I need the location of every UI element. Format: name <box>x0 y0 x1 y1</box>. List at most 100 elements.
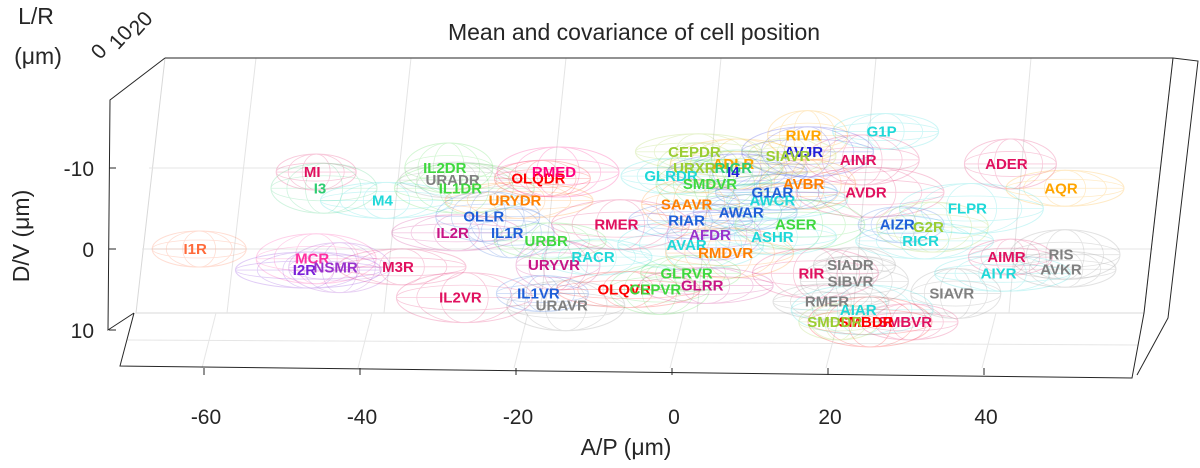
ellipsoid-olqdr <box>493 160 591 198</box>
ellipsoid-smddr <box>798 303 880 341</box>
ellipsoid-i1r <box>151 230 247 268</box>
ellipsoid-siadr <box>812 246 896 284</box>
ellipsoid-aizr <box>857 206 945 244</box>
cell-label-g1p: G1P <box>867 124 897 141</box>
cell-label-avkr: AVKR <box>1040 261 1082 278</box>
cell-label-cepdr: CEPDR <box>668 144 721 161</box>
ellipsoid-glrvr <box>640 254 742 292</box>
ellipsoid-il2vr <box>395 272 533 324</box>
x-tick-label: -20 <box>503 406 533 429</box>
y-axis-ticks: -10 0 10 <box>64 158 116 343</box>
cell-label-urydr: URYDR <box>489 192 542 209</box>
ellipsoid-il2r <box>391 214 523 252</box>
ellipsoid-ader <box>963 138 1057 190</box>
cell-label-glrdr: GLRDR <box>644 168 697 185</box>
cell-label-sibvr: SIBVR <box>827 273 873 290</box>
cell-label-il1vr: IL1VR <box>517 286 560 303</box>
cell-label-smbdr: SMBDR <box>839 314 894 331</box>
y-axis-label: D/V (μm) <box>8 190 34 282</box>
ellipsoid-il2dr <box>404 142 494 194</box>
cell-label-awcr: AWCR <box>749 192 795 209</box>
y-tick-label: 10 <box>71 320 94 343</box>
cell-label-m3r: M3R <box>382 259 414 276</box>
cell-label-uradr: URADR <box>426 172 480 189</box>
ellipsoid-glrdr <box>620 157 730 195</box>
ellipsoid-afdr <box>666 209 762 261</box>
ellipsoid-rmer <box>772 283 890 321</box>
cell-label-urxr: URXR <box>673 160 716 177</box>
ellipsoid-g2r <box>875 201 989 253</box>
ellipsoid-urbr <box>493 222 607 260</box>
ellipsoid-glrr <box>638 266 774 304</box>
x-tick-label: 40 <box>974 406 997 429</box>
ellipsoid-racr <box>541 238 653 276</box>
ellipsoid-sibvr <box>799 255 909 307</box>
cell-label-avbr: AVBR <box>783 176 825 193</box>
cell-label-flpr: FLPR <box>948 201 987 218</box>
ellipsoid-uryvr <box>515 239 601 291</box>
ellipsoid-ashr <box>715 218 837 256</box>
cell-label-avar: AVAR <box>666 237 706 254</box>
ellipsoid-avar <box>617 219 765 271</box>
ellipsoid-cepdr <box>634 133 762 171</box>
cell-label-avdr: AVDR <box>845 184 887 201</box>
cell-label-il1r: IL1R <box>491 225 524 242</box>
x-tick-label: 20 <box>818 406 841 429</box>
cell-label-rmer: RMER <box>805 294 849 311</box>
z-axis-label-line1: L/R <box>18 3 54 29</box>
ellipsoid-urxr <box>656 142 740 194</box>
ellipsoid-urydr <box>444 181 594 219</box>
cell-label-rmed: RMED <box>532 164 576 181</box>
z-axis-label-line2: (μm) <box>14 43 62 69</box>
cell-label-rir: RIR <box>798 265 824 282</box>
ellipsoid-aiyr <box>934 254 1072 292</box>
cell-label-awar: AWAR <box>719 205 764 222</box>
cell-label-aizr: AIZR <box>880 217 915 234</box>
cell-label-glrvr: GLRVR <box>660 265 712 282</box>
ellipsoid-avdr <box>795 166 945 218</box>
x-axis-ticks: -60 -40 -20 0 20 40 <box>191 368 998 429</box>
ellipsoid-rivr <box>767 110 849 162</box>
cell-label-aimr: AIMR <box>987 249 1025 266</box>
ellipsoid-ricr <box>855 222 995 260</box>
ellipsoid-flpr <box>898 183 1044 234</box>
cell-label-ricr: RICR <box>902 233 939 250</box>
ellipsoid-siavr <box>910 268 1002 320</box>
cell-label-avjr: AVJR <box>784 144 823 161</box>
ellipsoid-i3 <box>270 162 378 214</box>
cell-label-il2r: IL2R <box>436 225 469 242</box>
ellipsoid-aqr <box>1005 169 1125 207</box>
ellipsoid-mi <box>275 153 357 191</box>
cell-label-mi: MI <box>304 164 321 181</box>
cell-label-il2dr: IL2DR <box>423 160 467 177</box>
cell-label-uryvr: URYVR <box>528 257 580 274</box>
ellipsoid-avjr <box>741 126 875 178</box>
cell-label-riar: RIAR <box>668 213 705 230</box>
cell-label-aser: ASER <box>775 217 817 234</box>
cell-label-glrr: GLRR <box>681 277 724 294</box>
cell-label-smdvr: SMDVR <box>683 176 737 193</box>
ellipsoid-uradr <box>399 161 515 199</box>
cell-label-g2r: G2R <box>913 219 944 236</box>
ellipsoid-uravr <box>506 280 626 332</box>
ellipsoid-siavr <box>747 137 837 175</box>
cell-label-il1dr: IL1DR <box>439 180 483 197</box>
cell-label-uravr: URAVR <box>536 298 588 315</box>
ellipsoid-nsmr <box>288 242 392 294</box>
cell-label-il2vr: IL2VR <box>439 290 482 307</box>
ellipsoid-smbvr <box>859 303 959 341</box>
ellipsoid-awcr <box>704 181 848 219</box>
plot-box-front <box>107 57 1199 379</box>
x-tick-label: -40 <box>347 406 377 429</box>
cell-label-racr: RACR <box>571 249 614 266</box>
cell-label-i2r: I2R <box>293 262 317 279</box>
cell-label-olqdr: OLQDR <box>511 171 565 188</box>
floor-grid <box>126 312 1139 369</box>
cell-label-ashr: ASHR <box>751 229 794 246</box>
cell-label-siavr: SIAVR <box>766 148 811 165</box>
ellipsoid-i4 <box>666 153 808 191</box>
ellipsoid-aiar <box>790 284 934 336</box>
ellipsoid-adlr <box>669 138 805 190</box>
cell-label-rmdvr: RMDVR <box>698 245 753 262</box>
